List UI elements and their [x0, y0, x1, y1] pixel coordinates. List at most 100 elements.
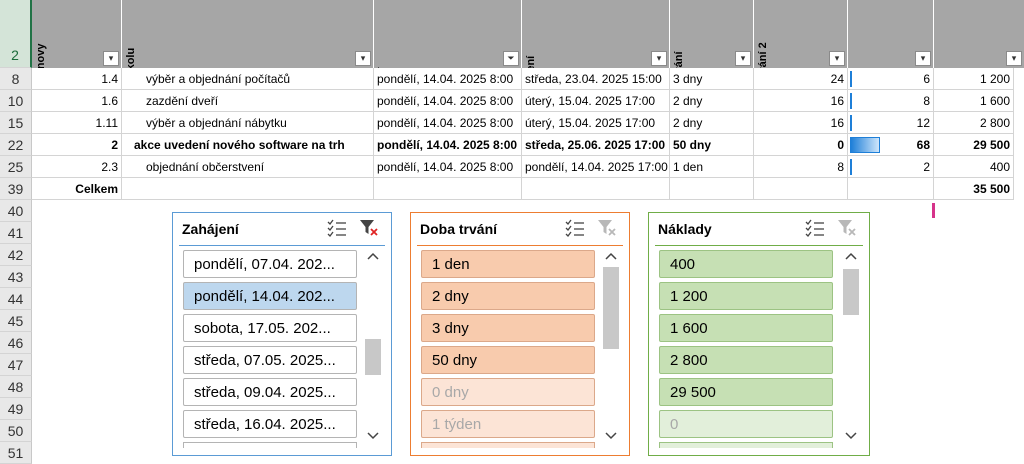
row-number[interactable]: 50	[0, 420, 32, 442]
slicer-item[interactable]: 1 600	[659, 314, 833, 342]
cost-cell[interactable]: 35 500	[934, 178, 1014, 200]
finish-date-cell[interactable]: středa, 23.04. 2025 15:00	[522, 68, 670, 90]
row-number[interactable]: 48	[0, 376, 32, 398]
filter-dropdown-button[interactable]: ▾	[1006, 51, 1022, 66]
slicer-item[interactable]: 3 dny	[421, 314, 595, 342]
row-number[interactable]: 45	[0, 310, 32, 332]
row-number[interactable]: 44	[0, 288, 32, 310]
task-name-cell[interactable]: výběr a objednání nábytku	[122, 112, 374, 134]
slicer-item[interactable]: 0	[659, 410, 833, 438]
header-work[interactable]: Práce ▾	[848, 0, 934, 112]
row-number[interactable]: 46	[0, 332, 32, 354]
slicer-item[interactable]: 1 týden	[421, 410, 595, 438]
task-name-cell[interactable]: výběr a objednání počítačů	[122, 68, 374, 90]
row-number[interactable]: 47	[0, 354, 32, 376]
work-cell[interactable]: 8	[848, 90, 934, 112]
duration-2-cell[interactable]: 8	[754, 156, 848, 178]
outline-number-cell[interactable]: 2.3	[32, 156, 122, 178]
duration-2-cell[interactable]: 16	[754, 90, 848, 112]
cost-cell[interactable]: 1 200	[934, 68, 1014, 90]
slicer-item[interactable]: středa, 07.05. 2025...	[183, 346, 357, 374]
header-task-name[interactable]: Název úkolu ▾	[122, 0, 374, 112]
finish-date-cell[interactable]: úterý, 15.04. 2025 17:00	[522, 90, 670, 112]
work-cell[interactable]: 2	[848, 156, 934, 178]
duration-2-cell[interactable]: 16	[754, 112, 848, 134]
finish-date-cell[interactable]	[522, 178, 670, 200]
outline-number-cell[interactable]: 1.11	[32, 112, 122, 134]
finish-date-cell[interactable]: pondělí, 14.04. 2025 17:00	[522, 156, 670, 178]
work-cell[interactable]: 6	[848, 68, 934, 90]
duration-cell[interactable]: 2 dny	[670, 90, 754, 112]
cost-cell[interactable]: 1 600	[934, 90, 1014, 112]
start-date-cell[interactable]: pondělí, 14.04. 2025 8:00	[374, 112, 522, 134]
start-date-cell[interactable]: pondělí, 14.04. 2025 8:00	[374, 156, 522, 178]
chevron-down-icon[interactable]	[363, 431, 383, 443]
filter-dropdown-button[interactable]: ▾	[829, 51, 845, 66]
multiselect-icon[interactable]	[327, 219, 347, 240]
row-number[interactable]: 10	[0, 90, 32, 112]
clear-filter-icon[interactable]	[597, 219, 617, 240]
row-number[interactable]: 22	[0, 134, 32, 156]
row-number[interactable]: 41	[0, 222, 32, 244]
duration-2-cell[interactable]: 0	[754, 134, 848, 156]
slicer-scrollbar[interactable]	[601, 249, 621, 449]
chevron-down-icon[interactable]	[601, 431, 621, 443]
task-name-cell[interactable]: zazdění dveří	[122, 90, 374, 112]
duration-2-cell[interactable]	[754, 178, 848, 200]
slicer-scrollbar[interactable]	[363, 249, 383, 449]
slicer-item[interactable]: 400	[659, 250, 833, 278]
header-start[interactable]: Zahájení ⏷	[374, 0, 522, 112]
active-filter-button[interactable]: ⏷	[503, 51, 519, 66]
duration-cell[interactable]: 50 dny	[670, 134, 754, 156]
duration-cell[interactable]: 1 den	[670, 156, 754, 178]
duration-cell[interactable]: 3 dny	[670, 68, 754, 90]
outline-number-cell[interactable]: Celkem	[32, 178, 122, 200]
filter-dropdown-button[interactable]: ▾	[355, 51, 371, 66]
row-number[interactable]: 51	[0, 442, 32, 464]
row-number[interactable]: 25	[0, 156, 32, 178]
slicer-item[interactable]: 0 dny	[421, 378, 595, 406]
work-cell[interactable]: 12	[848, 112, 934, 134]
header-outline-number[interactable]: Číslo osnovy ▾	[32, 0, 122, 112]
filter-dropdown-button[interactable]: ▾	[651, 51, 667, 66]
start-date-cell[interactable]: pondělí, 14.04. 2025 8:00	[374, 90, 522, 112]
row-number[interactable]: 40	[0, 200, 32, 222]
header-cost[interactable]: Náklady ▾	[934, 0, 1024, 112]
slicer-scrollbar[interactable]	[841, 249, 861, 449]
slicer-item[interactable]: 29 500	[659, 378, 833, 406]
work-cell[interactable]: 68	[848, 134, 934, 156]
scrollbar-thumb[interactable]	[603, 267, 619, 349]
multiselect-icon[interactable]	[565, 219, 585, 240]
header-duration-2[interactable]: Doba trvání 2 ▾	[754, 0, 848, 112]
clear-filter-icon[interactable]	[837, 219, 857, 240]
chevron-up-icon[interactable]	[363, 251, 383, 263]
slicer-item[interactable]: 50 dny	[421, 346, 595, 374]
start-date-cell[interactable]: pondělí, 14.04. 2025 8:00	[374, 134, 522, 156]
scrollbar-thumb[interactable]	[365, 339, 381, 375]
row-number[interactable]: 8	[0, 68, 32, 90]
filter-dropdown-button[interactable]: ▾	[103, 51, 119, 66]
scrollbar-thumb[interactable]	[843, 269, 859, 315]
row-number[interactable]: 49	[0, 398, 32, 420]
slicer-item[interactable]: středa, 16.04. 2025...	[183, 410, 357, 438]
task-name-cell[interactable]	[122, 178, 374, 200]
slicer-item[interactable]: 1 den	[421, 250, 595, 278]
row-number[interactable]: 43	[0, 266, 32, 288]
slicer-item[interactable]: 1 200	[659, 282, 833, 310]
outline-number-cell[interactable]: 2	[32, 134, 122, 156]
finish-date-cell[interactable]: středa, 25.06. 2025 17:00	[522, 134, 670, 156]
slicer-item[interactable]: pondělí, 14.04. 202...	[183, 282, 357, 310]
work-cell[interactable]	[848, 178, 934, 200]
duration-cell[interactable]	[670, 178, 754, 200]
filter-dropdown-button[interactable]: ▾	[735, 51, 751, 66]
start-date-cell[interactable]: pondělí, 14.04. 2025 8:00	[374, 68, 522, 90]
cost-cell[interactable]: 400	[934, 156, 1014, 178]
slicer-item[interactable]: sobota, 17.05. 202...	[183, 314, 357, 342]
duration-cell[interactable]: 2 dny	[670, 112, 754, 134]
chevron-up-icon[interactable]	[841, 251, 861, 263]
slicer-item[interactable]: středa, 09.04. 2025...	[183, 378, 357, 406]
row-number[interactable]: 42	[0, 244, 32, 266]
task-name-cell[interactable]: objednání občerstvení	[122, 156, 374, 178]
cost-cell[interactable]: 29 500	[934, 134, 1014, 156]
finish-date-cell[interactable]: úterý, 15.04. 2025 17:00	[522, 112, 670, 134]
